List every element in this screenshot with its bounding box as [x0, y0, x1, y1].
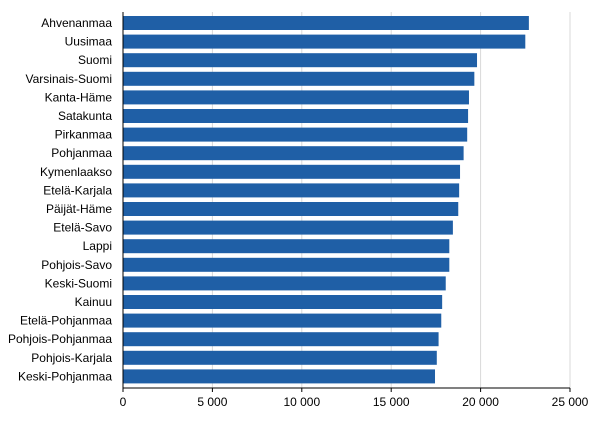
x-tick-label: 5 000 [197, 395, 227, 409]
category-label: Lappi [83, 239, 112, 253]
category-label: Uusimaa [65, 35, 113, 49]
x-tick-label: 25 000 [552, 395, 589, 409]
bars [123, 16, 529, 384]
category-label: Kainuu [75, 295, 112, 309]
bar [123, 34, 526, 49]
x-tick-label: 15 000 [373, 395, 410, 409]
bar [123, 127, 468, 142]
x-tick-label: 10 000 [283, 395, 320, 409]
bar [123, 295, 443, 309]
category-label: Pohjois-Pohjanmaa [8, 332, 112, 346]
bar [123, 202, 459, 216]
category-label: Satakunta [58, 109, 112, 123]
category-label: Pohjois-Karjala [31, 351, 112, 365]
bar [123, 109, 469, 123]
category-label: Suomi [78, 53, 112, 67]
category-labels: Ahvenanmaa Uusimaa Suomi Varsinais-Suomi Kan… [8, 16, 112, 383]
category-label: Päijät-Häme [46, 202, 112, 216]
bar [123, 332, 439, 347]
bar [123, 164, 461, 179]
bar [123, 369, 436, 384]
x-tick-label: 20 000 [462, 395, 499, 409]
category-label: Keski-Pohjanmaa [18, 369, 112, 383]
bar [123, 276, 446, 291]
bar [123, 350, 437, 365]
bar [123, 71, 475, 86]
category-label: Ahvenanmaa [41, 16, 112, 30]
x-tick-label: 0 [120, 395, 127, 409]
gridlines [211, 12, 571, 388]
bar [123, 239, 450, 254]
category-label: Varsinais-Suomi [26, 72, 112, 86]
bar [123, 183, 460, 198]
category-label: Pohjois-Savo [41, 258, 112, 272]
category-label: Etelä-Karjala [43, 183, 112, 197]
category-label: Kymenlaakso [40, 165, 112, 179]
x-tick-labels: 0 5 000 10 000 15 000 20 000 25 000 [120, 395, 589, 409]
category-label: Etelä-Savo [53, 221, 112, 235]
category-label: Pirkanmaa [55, 128, 113, 142]
bar [123, 146, 464, 161]
bar [123, 257, 450, 272]
category-label: Keski-Suomi [45, 276, 112, 290]
bar [123, 53, 478, 68]
category-label: Etelä-Pohjanmaa [20, 314, 112, 328]
x-axis [122, 12, 571, 392]
bar [123, 313, 442, 328]
category-label: Kanta-Häme [45, 90, 113, 104]
category-label: Pohjanmaa [51, 146, 112, 160]
bar [123, 90, 469, 105]
bar [123, 16, 529, 30]
bar [123, 220, 453, 235]
